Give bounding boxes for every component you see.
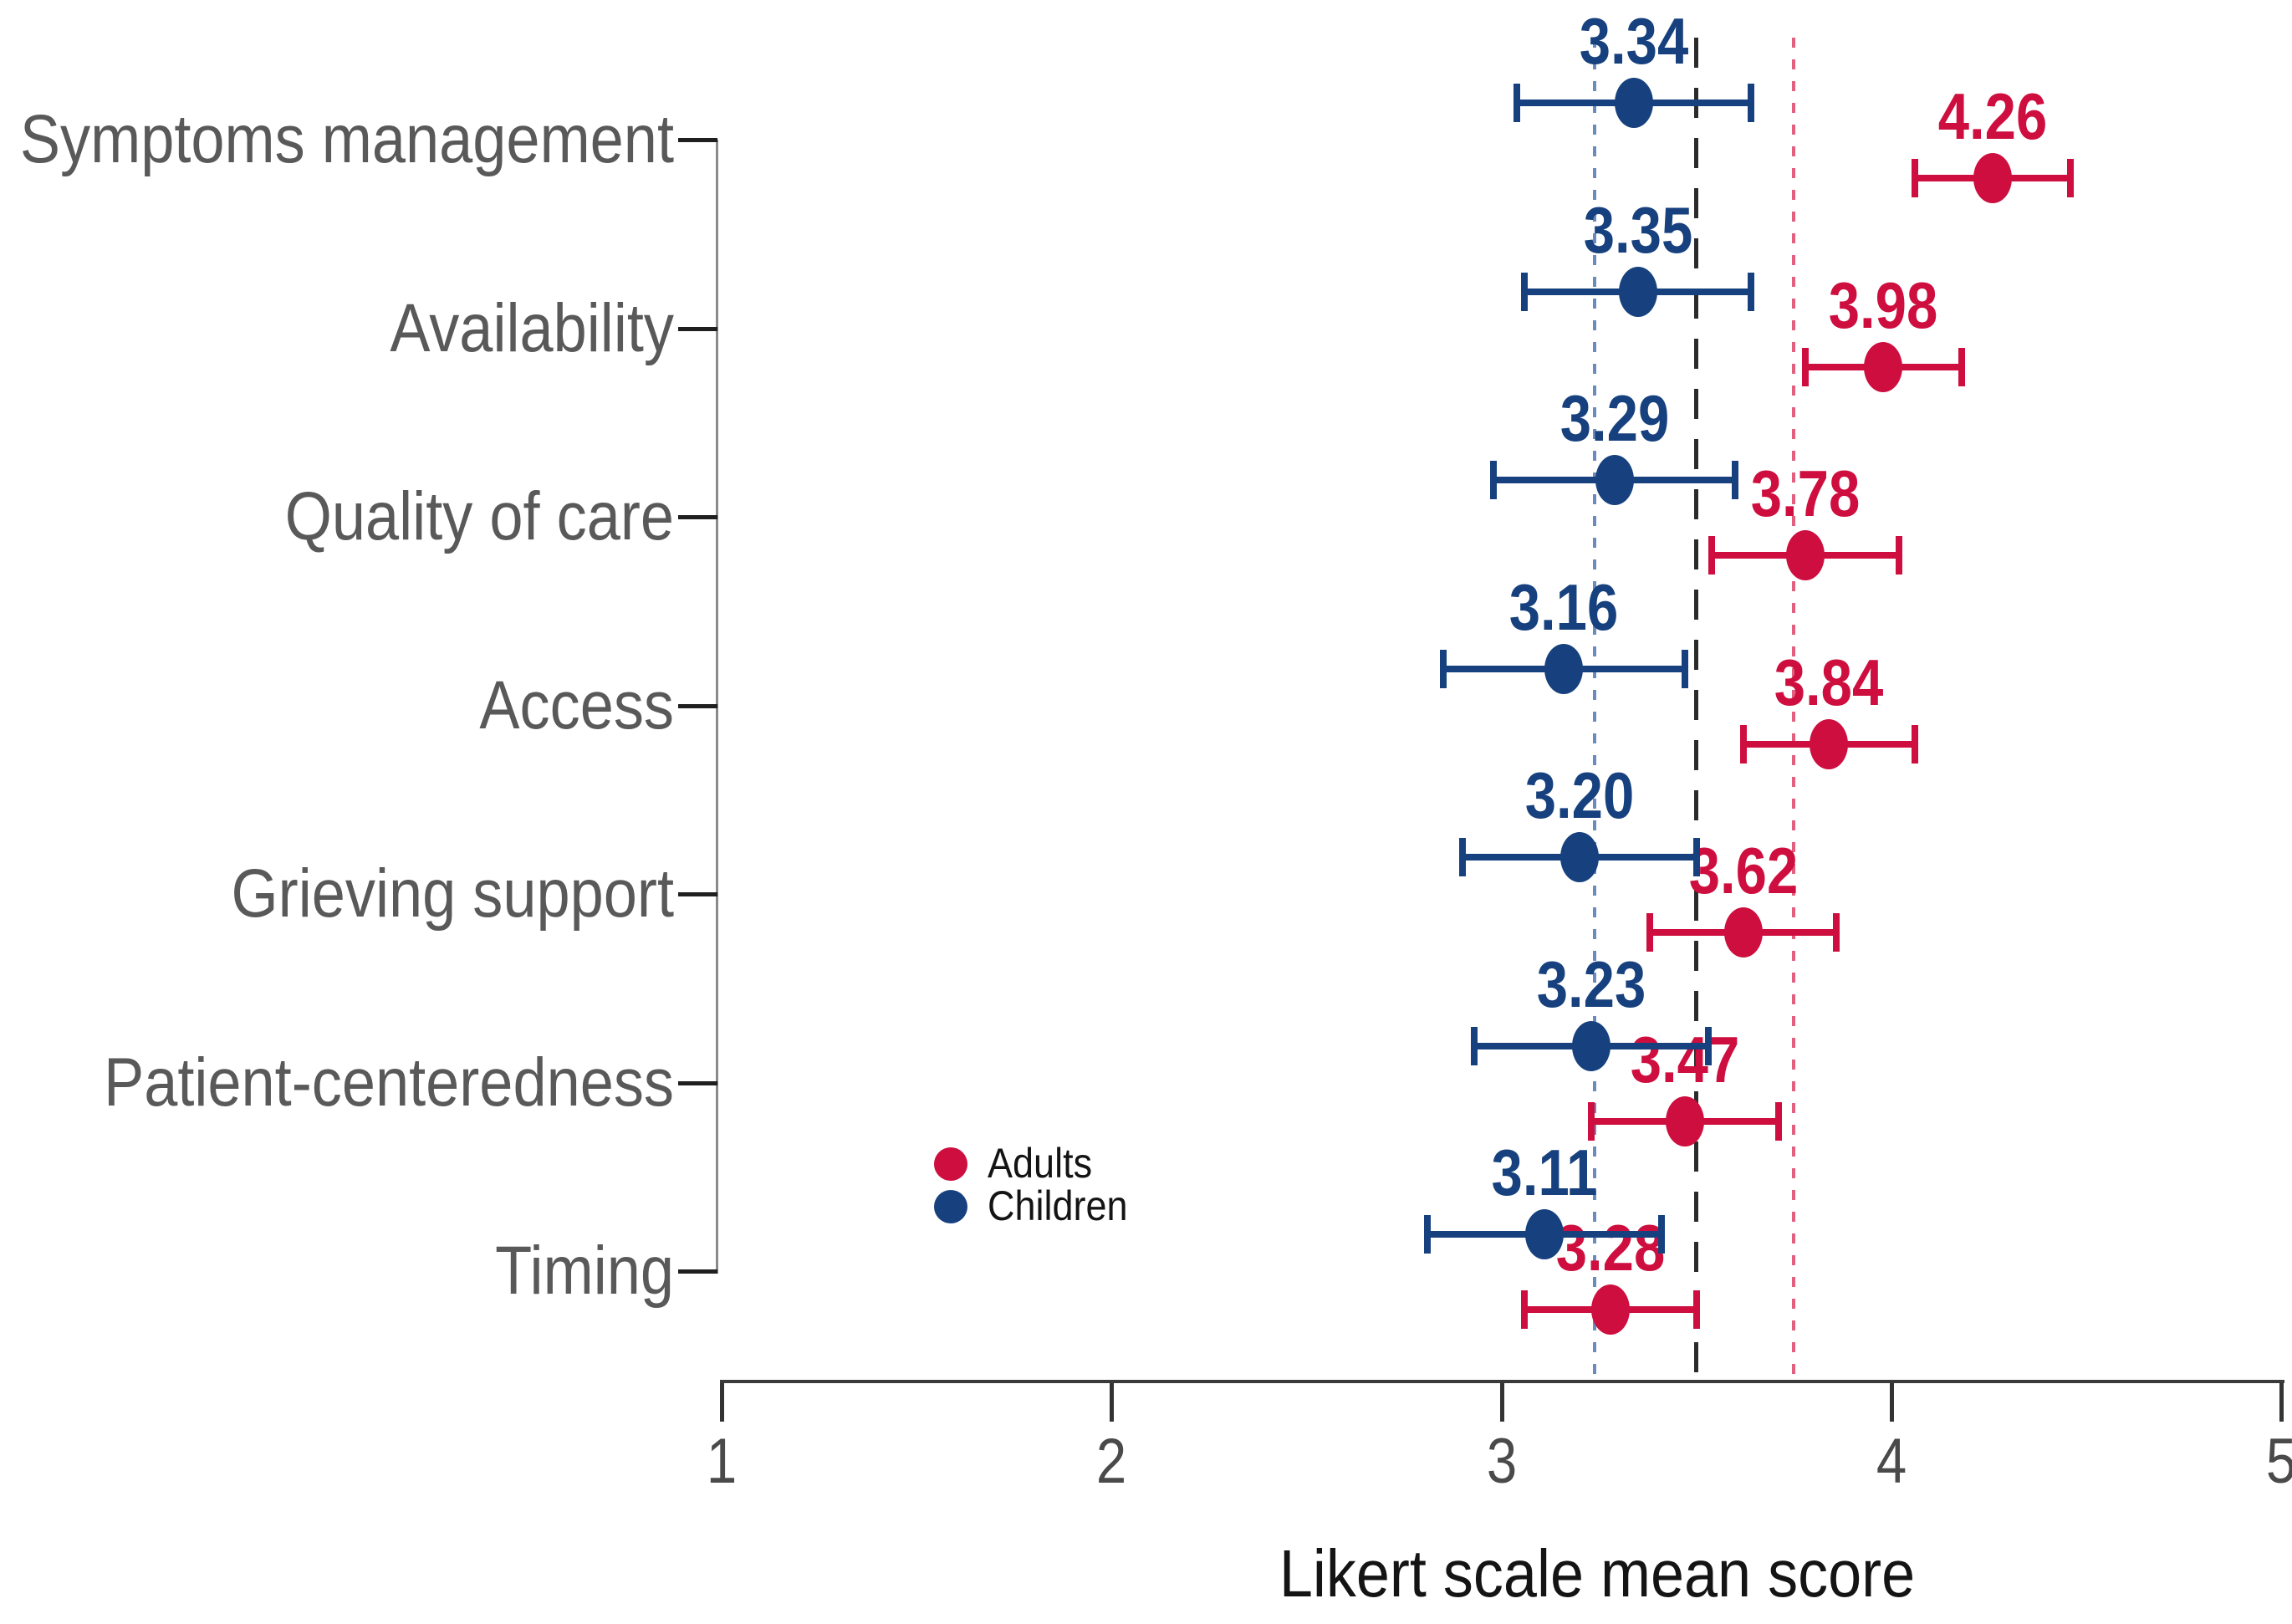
children-error-cap-left [1514, 84, 1521, 122]
adults-value-label: 3.84 [1774, 645, 1884, 719]
category-label: Symptoms management [19, 101, 675, 177]
children-error-cap-right [1747, 272, 1754, 311]
adults-error-cap-right [1774, 1101, 1782, 1141]
category-label: Quality of care [284, 478, 674, 554]
adults-error-cap-left [1911, 159, 1918, 197]
adults-value-label: 4.26 [1937, 79, 2048, 153]
children-point-dot [1618, 266, 1657, 317]
y-axis-tick [678, 326, 717, 331]
x-axis-tick [1499, 1383, 1504, 1422]
adults-point-dot [1864, 341, 1903, 392]
adults-error-cap-right [1896, 536, 1903, 575]
children-error-cap-left [1490, 461, 1498, 499]
adults-value-label: 3.28 [1555, 1211, 1666, 1284]
children-error-cap-right [1657, 1215, 1665, 1254]
children-value-label: 3.20 [1524, 758, 1635, 832]
children-value-label: 3.34 [1579, 4, 1689, 78]
adults-value-label: 3.62 [1688, 834, 1798, 907]
adults-error-cap-right [1833, 913, 1840, 952]
adults-error-cap-left [1587, 1101, 1595, 1141]
adults-error-cap-right [1958, 347, 1965, 386]
category-label: Access [479, 666, 674, 743]
children-error-cap-left [1470, 1026, 1478, 1065]
children-point-dot [1559, 832, 1599, 882]
reference-line-3.75 [1792, 38, 1796, 1381]
x-axis-line [720, 1380, 2284, 1383]
category-label: Timing [495, 1233, 674, 1309]
adults-point-dot [1786, 530, 1825, 580]
y-axis-tick [678, 892, 717, 896]
adults-error-cap-right [1692, 1290, 1700, 1329]
children-point-dot [1524, 1209, 1564, 1259]
adults-error-cap-left [1708, 536, 1716, 575]
children-point-dot [1595, 455, 1634, 505]
x-axis-tick-label: 1 [706, 1426, 738, 1497]
category-label: Grieving support [231, 855, 674, 932]
reference-line-3.24 [1593, 38, 1597, 1381]
children-error-cap-left [1458, 838, 1466, 876]
adults-error-cap-right [2067, 159, 2075, 197]
y-axis-tick [678, 515, 717, 519]
adults-error-cap-left [1802, 347, 1810, 386]
adults-point-dot [1810, 718, 1849, 769]
adults-point-dot [1723, 907, 1763, 958]
x-axis-tick-label: 4 [1876, 1426, 1907, 1497]
reference-line-3.5 [1694, 38, 1699, 1381]
x-axis-tick-label: 5 [2209, 1427, 2292, 1497]
children-value-label: 3.35 [1583, 192, 1692, 267]
children-value-label: 3.11 [1491, 1136, 1598, 1209]
legend-item-adults: Adults [934, 1142, 1143, 1185]
x-axis-tick [1889, 1383, 1894, 1422]
x-axis-tick [1110, 1383, 1115, 1422]
y-axis-tick [678, 1080, 717, 1085]
children-error-cap-left [1521, 272, 1529, 311]
children-error-cap-right [1747, 84, 1754, 122]
adults-point-dot [1973, 153, 2012, 203]
children-error-cap-right [1704, 1026, 1712, 1065]
y-axis-tick [678, 703, 717, 708]
legend-label-adults: Adults [988, 1140, 1093, 1187]
children-point-dot [1544, 643, 1584, 694]
legend-item-children: Children [934, 1185, 1143, 1228]
children-value-label: 3.29 [1559, 381, 1669, 455]
x-axis-tick [720, 1383, 724, 1422]
x-axis-tick-label: 2 [1096, 1426, 1127, 1497]
adults-value-label: 3.47 [1630, 1022, 1739, 1096]
x-axis-tick-label: 3 [1486, 1426, 1517, 1497]
category-label: Availability [390, 289, 674, 366]
adults-point-dot [1591, 1284, 1631, 1335]
adults-error-cap-left [1646, 913, 1653, 952]
children-point-dot [1615, 78, 1654, 128]
children-error-cap-right [1732, 461, 1739, 499]
children-error-cap-right [1692, 838, 1700, 876]
legend: Adults Children [934, 1142, 1143, 1228]
children-dot-icon [934, 1189, 967, 1223]
adults-value-label: 3.98 [1829, 268, 1938, 342]
legend-label-children: Children [988, 1182, 1128, 1229]
adults-point-dot [1665, 1095, 1704, 1147]
x-axis-title: Likert scale mean score [1279, 1536, 1916, 1611]
adults-error-cap-left [1521, 1290, 1529, 1329]
adults-error-cap-right [1911, 724, 1918, 763]
y-axis-tick [678, 1269, 717, 1274]
children-error-cap-left [1423, 1215, 1431, 1254]
children-error-cap-right [1681, 649, 1688, 688]
children-point-dot [1571, 1020, 1611, 1071]
adults-value-label: 3.78 [1750, 457, 1861, 530]
adults-error-cap-left [1739, 724, 1747, 763]
adults-dot-icon [934, 1147, 967, 1181]
x-axis-tick [2279, 1383, 2284, 1422]
category-label: Patient-centeredness [104, 1044, 675, 1121]
children-value-label: 3.16 [1508, 569, 1619, 644]
children-error-cap-left [1439, 649, 1447, 688]
y-axis-tick [678, 138, 717, 142]
children-value-label: 3.23 [1536, 947, 1646, 1021]
